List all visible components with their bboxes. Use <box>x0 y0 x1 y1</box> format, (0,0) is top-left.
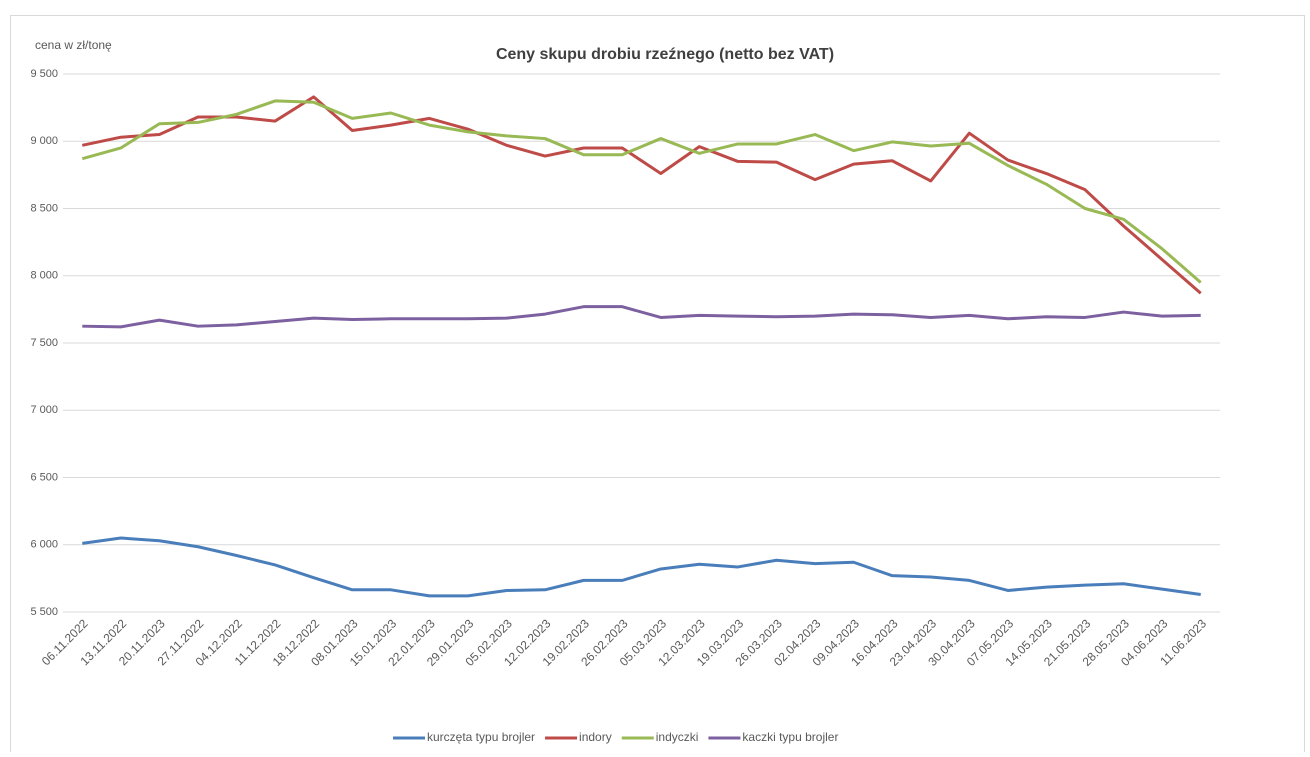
y-tick-label: 6 000 <box>30 539 58 551</box>
legend-label: indyczki <box>656 730 699 744</box>
y-tick-label: 8 000 <box>30 270 58 282</box>
y-tick-label: 7 500 <box>30 337 58 349</box>
y-tick-label: 9 000 <box>30 135 58 147</box>
legend-label: kurczęta typu brojler <box>427 730 535 744</box>
y-axis-label: cena w zł/tonę <box>35 38 112 52</box>
legend-label: kaczki typu brojler <box>742 730 838 744</box>
y-tick-label: 9 500 <box>30 68 58 80</box>
series-line <box>82 305 1201 329</box>
series-line <box>81 95 1202 295</box>
legend-label: indory <box>579 730 612 744</box>
y-tick-label: 5 500 <box>30 606 58 618</box>
series-line <box>82 536 1201 598</box>
chart-title: Ceny skupu drobiu rzeźnego (netto bez VA… <box>496 46 834 63</box>
series-line <box>81 99 1202 284</box>
y-tick-label: 8 500 <box>30 202 58 214</box>
y-tick-label: 7 000 <box>30 404 58 416</box>
y-tick-label: 6 500 <box>30 471 58 483</box>
